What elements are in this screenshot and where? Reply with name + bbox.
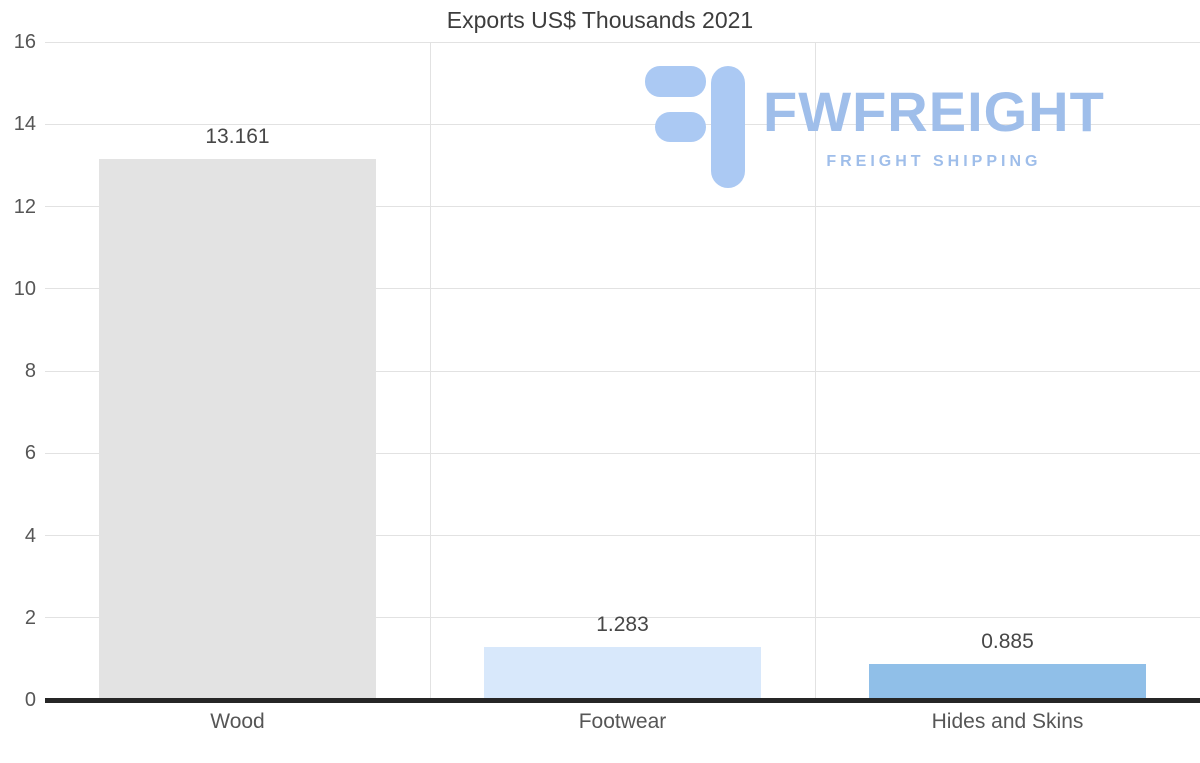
chart-title: Exports US$ Thousands 2021 xyxy=(446,7,754,33)
y-axis-tick-label: 4 xyxy=(24,524,36,547)
y-axis-tick-label: 10 xyxy=(13,277,36,300)
gridline-horizontal xyxy=(45,41,1200,43)
brand-text-block: FWFREIGHT FREIGHT SHIPPING xyxy=(763,66,1105,171)
gridline-horizontal xyxy=(45,370,1200,372)
gridline-horizontal xyxy=(45,617,1200,619)
gridline-horizontal xyxy=(45,535,1200,536)
y-axis-tick-label: 6 xyxy=(24,442,36,465)
brand-tagline: FREIGHT SHIPPING xyxy=(826,153,1042,170)
x-axis-category-label: Wood xyxy=(210,710,265,733)
x-axis-line xyxy=(45,698,1200,703)
gridline-horizontal xyxy=(45,452,1200,454)
y-axis-tick-label: 8 xyxy=(24,360,36,382)
bar-hides-and-skins xyxy=(868,663,1147,700)
bar-footwear xyxy=(483,647,762,700)
bar-value-label: 1.283 xyxy=(596,613,649,637)
bar-wood xyxy=(98,158,377,700)
gridline-horizontal xyxy=(45,123,1200,125)
x-axis-category-label: Hides and Skins xyxy=(931,710,1084,733)
gridline-horizontal xyxy=(45,206,1200,207)
gridline-vertical xyxy=(429,42,431,700)
y-axis-tick-label: 0 xyxy=(24,689,36,711)
x-axis-category-label: Footwear xyxy=(578,710,667,733)
y-axis-tick-label: 2 xyxy=(24,606,36,629)
fwfreight-logo-icon xyxy=(645,66,745,188)
gridline-horizontal xyxy=(45,288,1200,290)
brand-name: FWFREIGHT xyxy=(763,80,1105,143)
bar-value-label: 13.161 xyxy=(205,124,270,148)
y-axis-tick-label: 16 xyxy=(13,31,36,53)
bar-value-label: 0.885 xyxy=(981,629,1034,653)
y-axis-tick-label: 14 xyxy=(13,113,36,136)
watermark-logo: FWFREIGHT FREIGHT SHIPPING xyxy=(645,66,1105,188)
gridline-vertical xyxy=(814,42,816,700)
y-axis-tick-label: 12 xyxy=(13,195,36,218)
